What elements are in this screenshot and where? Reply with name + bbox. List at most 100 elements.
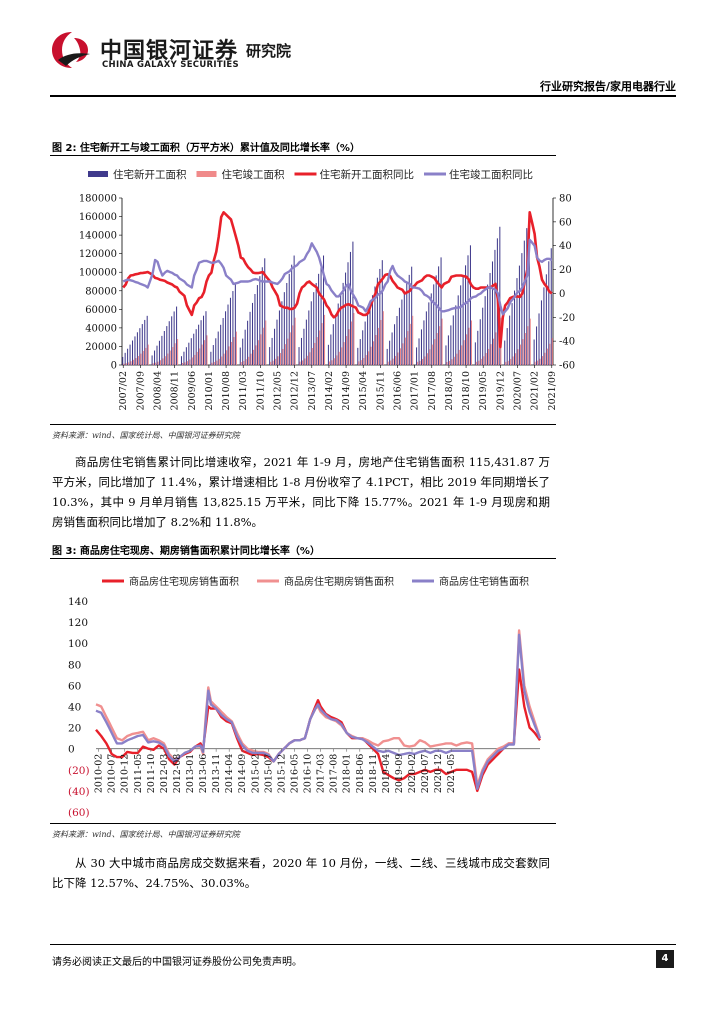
legend-label: 住宅竣工面积同比	[449, 168, 533, 181]
y-tick-label: 40	[68, 702, 81, 714]
bar-completion	[152, 363, 154, 365]
y-right-tick-label: 60	[559, 217, 572, 228]
bar-new-start	[180, 356, 182, 365]
bar-new-start	[269, 347, 271, 365]
bar-completion	[546, 348, 548, 365]
bar-new-start	[521, 253, 523, 365]
x-tick-label: 2013-11	[211, 754, 222, 793]
bar-completion	[213, 361, 215, 365]
bar-new-start	[144, 319, 146, 365]
bar-completion	[128, 362, 130, 365]
bar-completion	[240, 361, 242, 365]
x-tick-label: 2021-05	[446, 754, 457, 793]
bar-completion	[218, 358, 220, 365]
bar-new-start	[203, 315, 205, 365]
bar-completion	[223, 353, 225, 365]
x-tick-label: 2013/07	[307, 371, 318, 410]
bar-completion	[456, 353, 458, 365]
bar-new-start	[381, 260, 383, 365]
bar-completion	[412, 315, 414, 365]
y-right-tick-label: 20	[559, 265, 572, 276]
bar-completion	[441, 318, 443, 365]
y-tick-label: 20	[68, 723, 81, 735]
bar-new-start	[122, 356, 124, 365]
legend-item-0: 商品房住宅现房销售面积	[102, 575, 239, 588]
bar-series	[122, 215, 553, 365]
bar-completion	[304, 358, 306, 365]
bar-new-start	[347, 262, 349, 365]
y-left-tick-label: 0	[111, 361, 117, 372]
bar-new-start	[386, 348, 388, 365]
bar-new-start	[198, 324, 200, 365]
x-tick-label: 2018/03	[444, 371, 455, 410]
bar-completion	[461, 345, 463, 365]
bar-new-start	[540, 300, 542, 365]
bar-completion	[316, 337, 318, 365]
figure2-source: 资料来源：wind、国家统计局、中国银河证券研究院	[52, 431, 240, 440]
bar-completion	[147, 344, 149, 365]
x-tick-label: 2018-01	[342, 754, 353, 793]
x-tick-label: 2020/07	[512, 371, 523, 410]
bar-new-start	[183, 351, 185, 365]
y-tick-label: 120	[68, 617, 88, 629]
bar-completion	[172, 347, 174, 365]
bar-completion	[319, 330, 321, 365]
bar-completion	[417, 361, 419, 365]
bar-completion	[309, 352, 311, 365]
bar-new-start	[303, 328, 305, 365]
bar-completion	[169, 350, 171, 365]
bar-completion	[164, 356, 166, 365]
y-left-tick-label: 100000	[79, 268, 117, 279]
bar-new-start	[526, 228, 528, 365]
bar-new-start	[256, 285, 258, 365]
y-left-tick-label: 80000	[85, 286, 117, 297]
bar-new-start	[234, 284, 236, 365]
bar-completion	[539, 358, 541, 365]
bar-completion	[407, 331, 409, 365]
bar-new-start	[518, 265, 520, 365]
bar-completion	[458, 349, 460, 365]
bar-completion	[436, 333, 438, 365]
bar-completion	[272, 360, 274, 365]
x-tick-label: 2016/06	[392, 371, 403, 410]
bar-new-start	[543, 287, 545, 365]
bar-new-start	[190, 338, 192, 365]
bar-new-start	[550, 248, 552, 365]
bar-new-start	[447, 335, 449, 365]
bar-new-start	[305, 319, 307, 365]
y-tick-label: (20)	[68, 765, 90, 777]
bar-completion	[299, 361, 301, 365]
bar-completion	[373, 341, 375, 365]
bar-completion	[368, 351, 370, 365]
bar-completion	[155, 362, 157, 365]
bar-new-start	[210, 351, 212, 365]
bar-completion	[343, 342, 345, 365]
bar-completion	[135, 358, 137, 365]
bar-completion	[390, 360, 392, 365]
bar-completion	[177, 339, 179, 365]
bar-completion	[510, 358, 512, 365]
x-tick-label: 2016-05	[289, 754, 300, 793]
legend-item-1: 住宅竣工面积	[196, 168, 285, 181]
bar-completion	[358, 361, 360, 365]
bar-completion	[439, 326, 441, 365]
bar-new-start	[300, 337, 302, 365]
bar-new-start	[173, 311, 175, 365]
bar-completion	[480, 358, 482, 365]
x-tick-label: 2021/09	[547, 371, 558, 410]
bar-completion	[277, 356, 279, 365]
bar-new-start	[283, 292, 285, 365]
bar-new-start	[330, 334, 332, 365]
bar-completion	[409, 323, 411, 365]
bar-completion	[353, 313, 355, 365]
institute-label: 研究院	[246, 42, 292, 60]
bar-new-start	[249, 311, 251, 365]
bar-completion	[478, 360, 480, 365]
legend-label: 住宅竣工面积	[222, 168, 285, 181]
bar-completion	[431, 344, 433, 365]
bar-new-start	[401, 299, 403, 365]
x-tick-label: 2015-02	[250, 754, 261, 793]
bar-completion	[375, 335, 377, 365]
bar-new-start	[239, 347, 241, 365]
bar-new-start	[156, 345, 158, 365]
